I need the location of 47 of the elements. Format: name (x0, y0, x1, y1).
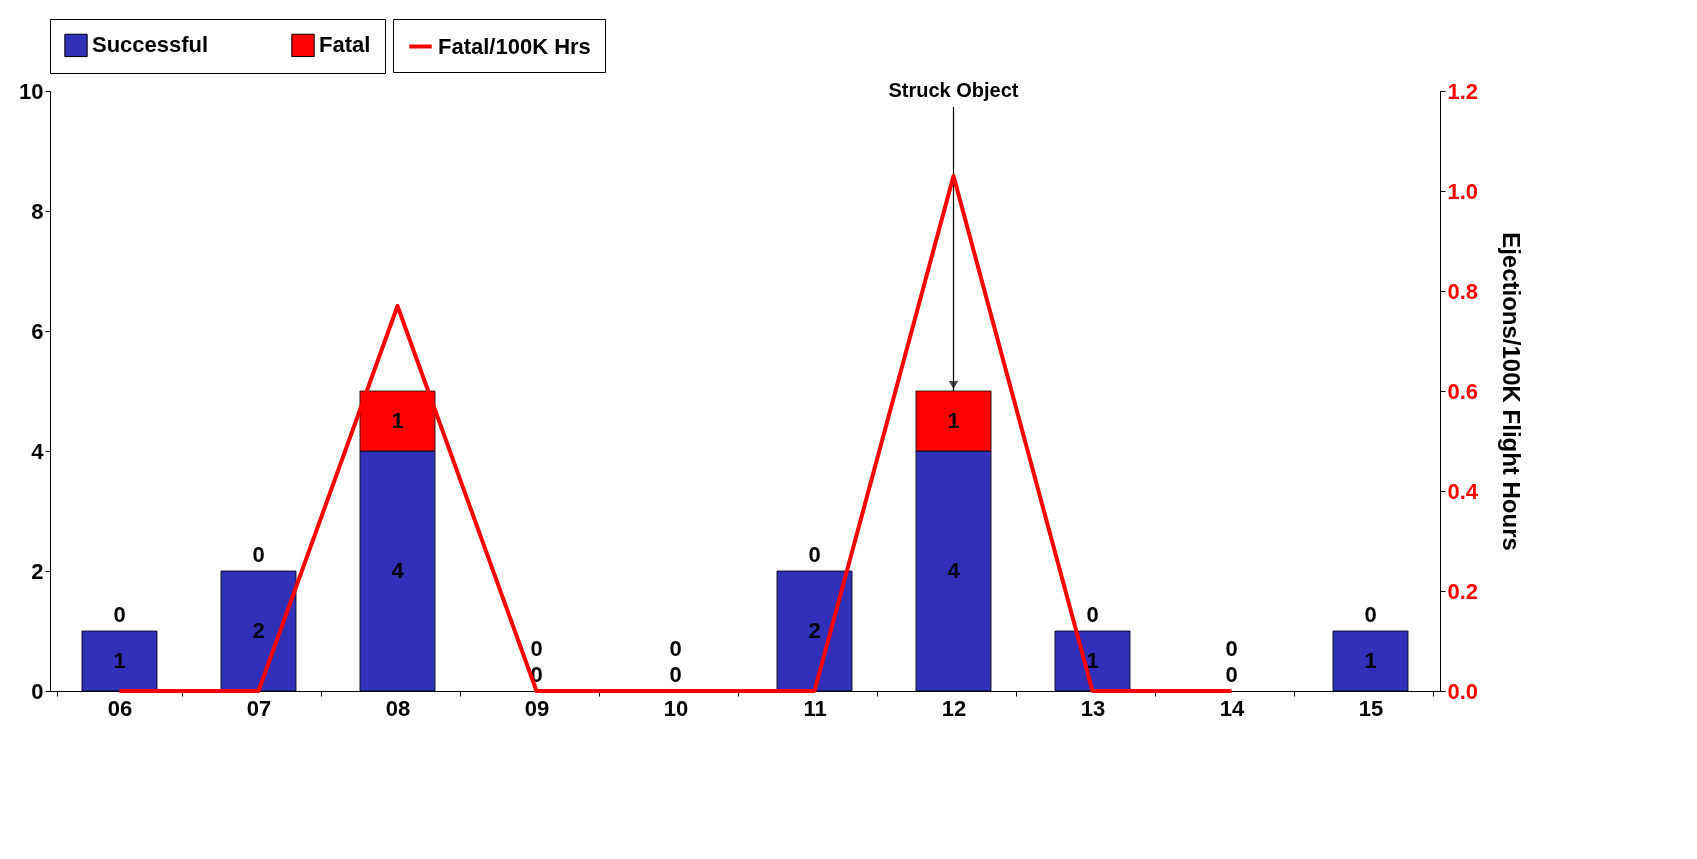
data-label: 1 (1364, 648, 1377, 673)
data-label: 2 (808, 618, 821, 643)
y-tick-label: 6 (31, 318, 44, 344)
data-label: 0 (252, 542, 265, 567)
y2-tick-label: 0.0 (1447, 678, 1479, 704)
y2-tick-label: 0.2 (1447, 578, 1479, 604)
data-label: 0 (669, 636, 682, 661)
data-label: 0 (1225, 662, 1238, 687)
legend-label: Successful (92, 32, 209, 58)
annotation: Struck Object (888, 79, 1019, 101)
x-tick-label: 11 (803, 695, 827, 721)
data-label: 2 (252, 618, 265, 643)
y2-axis-title: Ejections/100K Flight Hours (1498, 232, 1526, 551)
data-label: 0 (1225, 636, 1238, 661)
x-tick-label: 10 (663, 695, 689, 721)
y2-tick-label: 0.8 (1447, 278, 1479, 304)
y-tick-label: 8 (31, 198, 44, 224)
data-label: 0 (113, 602, 126, 627)
y-tick-label: 10 (19, 78, 44, 104)
x-tick-label: 13 (1080, 695, 1106, 721)
data-label: 4 (947, 558, 961, 583)
data-label: 0 (669, 662, 682, 687)
y2-tick-label: 0.4 (1447, 478, 1479, 504)
data-label: 1 (947, 408, 960, 433)
data-label: 0 (1364, 602, 1377, 627)
data-label: 1 (1086, 648, 1099, 673)
data-label: 1 (113, 648, 126, 673)
legend-label: Fatal/100K Hrs (438, 33, 591, 59)
x-tick-label: 12 (941, 695, 967, 721)
y-tick-label: 2 (31, 558, 44, 584)
x-tick-label: 08 (385, 695, 411, 721)
legend-label: Fatal (319, 32, 371, 58)
x-tick-label: 14 (1219, 695, 1245, 721)
y-tick-label: 4 (31, 438, 45, 464)
x-tick-label: 09 (524, 695, 550, 721)
y2-tick-label: 0.6 (1447, 378, 1479, 404)
x-tick-label: 07 (246, 695, 272, 721)
data-label: 0 (808, 542, 821, 567)
x-tick-label: 15 (1358, 695, 1384, 721)
data-label: 4 (391, 558, 405, 583)
data-label: 1 (391, 408, 404, 433)
y-tick-label: 0 (31, 678, 44, 704)
y2-tick-label: 1.2 (1447, 78, 1479, 104)
y2-tick-label: 1.0 (1447, 178, 1479, 204)
x-tick-label: 06 (107, 695, 133, 721)
data-label: 0 (1086, 602, 1099, 627)
data-label: 0 (530, 636, 543, 661)
